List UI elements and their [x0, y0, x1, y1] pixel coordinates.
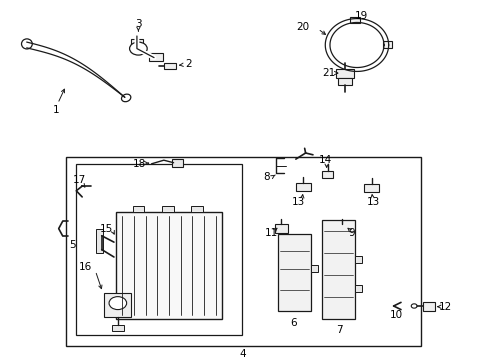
Bar — [354, 285, 362, 292]
Bar — [104, 293, 131, 317]
Text: 13: 13 — [366, 197, 379, 207]
Bar — [275, 224, 287, 233]
Bar — [295, 183, 310, 191]
Bar — [76, 164, 242, 335]
Ellipse shape — [121, 94, 131, 102]
Bar — [336, 224, 348, 233]
Text: 20: 20 — [296, 22, 309, 32]
Text: 4: 4 — [239, 348, 246, 359]
Bar — [335, 69, 353, 78]
Text: 21: 21 — [321, 68, 335, 78]
Text: 19: 19 — [354, 11, 368, 21]
Bar — [354, 256, 362, 263]
Text: 5: 5 — [69, 240, 76, 250]
Bar — [66, 157, 420, 346]
Bar — [96, 229, 102, 253]
Bar — [112, 325, 123, 331]
Text: 7: 7 — [335, 325, 342, 336]
Circle shape — [109, 297, 126, 310]
Bar — [422, 302, 434, 311]
Circle shape — [410, 304, 416, 308]
Text: 16: 16 — [79, 262, 92, 272]
Bar — [149, 53, 163, 61]
Bar — [349, 17, 360, 23]
Ellipse shape — [21, 39, 32, 49]
Bar — [131, 39, 143, 52]
Text: 3: 3 — [135, 19, 142, 30]
Circle shape — [129, 42, 147, 55]
Bar — [321, 220, 354, 319]
Bar — [277, 234, 310, 311]
Bar — [364, 184, 378, 192]
Text: 8: 8 — [263, 172, 269, 182]
Text: 9: 9 — [348, 228, 355, 238]
Bar — [337, 78, 351, 85]
Text: 14: 14 — [318, 155, 331, 165]
Text: 11: 11 — [264, 228, 278, 238]
Bar — [172, 159, 183, 167]
Bar — [382, 41, 391, 48]
Bar — [116, 212, 221, 319]
Text: 15: 15 — [100, 224, 113, 234]
Bar — [162, 206, 173, 212]
Text: 6: 6 — [289, 318, 296, 328]
Bar — [191, 206, 203, 212]
Bar — [321, 171, 333, 178]
Text: 13: 13 — [291, 197, 305, 207]
Bar — [310, 265, 318, 273]
Bar — [132, 206, 144, 212]
Text: 2: 2 — [184, 59, 191, 69]
Text: 12: 12 — [437, 302, 451, 312]
Text: 1: 1 — [53, 105, 60, 115]
Text: 17: 17 — [73, 175, 86, 185]
Text: 18: 18 — [132, 159, 146, 169]
Text: 10: 10 — [389, 310, 402, 320]
Bar — [163, 63, 176, 69]
